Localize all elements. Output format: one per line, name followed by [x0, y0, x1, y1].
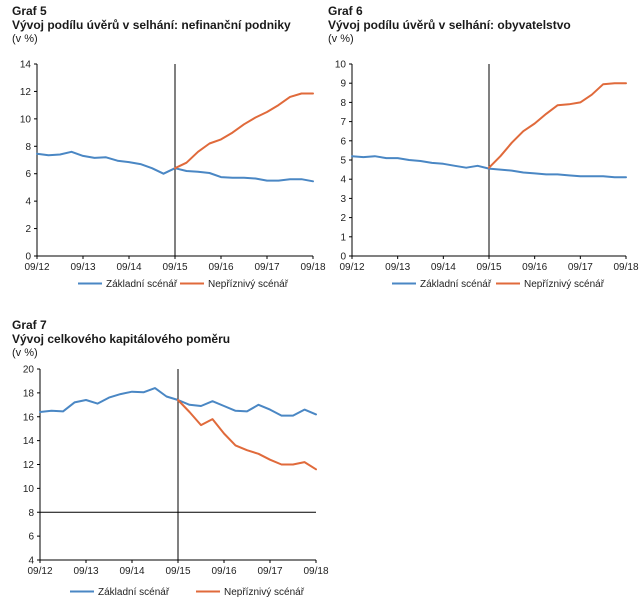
- chart-number: Graf 7: [12, 318, 47, 332]
- chart-title: Vývoj celkového kapitálového poměru: [12, 332, 231, 346]
- chart-panel-graf-7: Graf 7 Vývoj celkového kapitálového pomě…: [12, 318, 328, 608]
- chart-number: Graf 5: [12, 4, 47, 18]
- chart-panel-graf-5: Graf 5 Vývoj podílu úvěrů v selhání: nef…: [12, 4, 328, 299]
- chart-number: Graf 6: [328, 4, 363, 18]
- chart-unit: (v %): [328, 33, 354, 45]
- chart-panel-graf-6: Graf 6 Vývoj podílu úvěrů v selhání: oby…: [328, 4, 640, 299]
- chart-title: Vývoj podílu úvěrů v selhání: obyvatelst…: [328, 18, 571, 32]
- chart-unit: (v %): [12, 347, 38, 359]
- chart-unit: (v %): [12, 33, 38, 45]
- chart-title: Vývoj podílu úvěrů v selhání: nefinanční…: [12, 18, 291, 32]
